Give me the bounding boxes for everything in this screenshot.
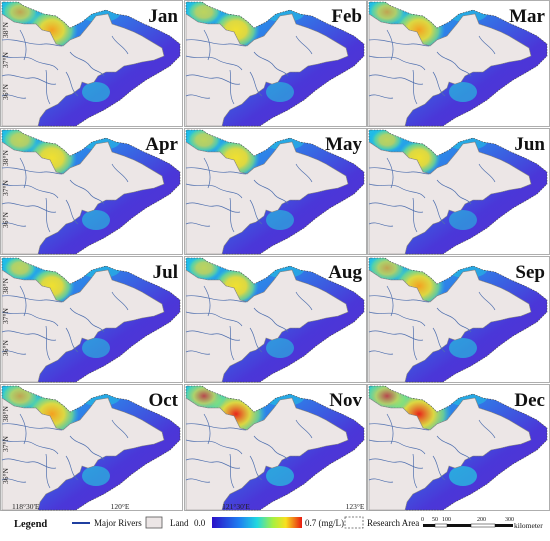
legend-scale-max: 0.7 (mg/L) <box>305 518 344 528</box>
month-label: Apr <box>145 134 178 155</box>
land-area <box>185 13 349 127</box>
lon-ticks: 118°30'E 120°E 121°30'E 123°E <box>12 502 365 511</box>
map-panel-svg: Apr 38°N 37°N 36°N <box>0 128 183 255</box>
map-panel: Apr 38°N 37°N 36°N <box>0 128 183 255</box>
land-area <box>1 13 165 127</box>
major-rivers <box>368 413 496 489</box>
map-panel-svg: Jul 38°N 37°N 36°N <box>0 256 183 383</box>
land-area <box>368 13 532 127</box>
map-panel: Feb <box>184 0 367 127</box>
month-label: Dec <box>514 390 545 411</box>
colorbar <box>212 517 302 528</box>
month-label: May <box>325 134 362 155</box>
major-rivers <box>185 413 313 489</box>
land-area <box>1 269 165 383</box>
major-rivers <box>185 157 313 233</box>
major-rivers <box>1 413 129 489</box>
legend-land-label: Land <box>170 518 189 528</box>
major-rivers <box>1 157 129 233</box>
lat-tick: 37°N <box>1 51 10 67</box>
lon-tick: 123°E <box>346 502 365 511</box>
scalebar-unit: kilometer <box>514 521 543 530</box>
map-panel: Mar <box>367 0 550 127</box>
map-grid: Jan 38°N 37°N 36°N Feb Mar Apr 38°N 37°N 36°N May J… <box>0 0 550 511</box>
scalebar-tick: 200 <box>477 517 486 523</box>
lat-tick: 36°N <box>1 467 10 483</box>
map-panel: Dec <box>367 384 550 511</box>
land-area <box>185 397 349 511</box>
land-area <box>185 141 349 255</box>
map-panel: Nov <box>184 384 367 511</box>
month-label: Jun <box>514 134 545 155</box>
land-area <box>368 269 532 383</box>
map-panel-svg: Dec <box>367 384 550 511</box>
map-panel: Jun <box>367 128 550 255</box>
land-area <box>1 141 165 255</box>
lon-tick: 120°E <box>111 502 130 511</box>
month-label: Oct <box>148 390 178 411</box>
major-rivers <box>368 157 496 233</box>
map-panel-svg: Oct 38°N 37°N 36°N <box>0 384 183 511</box>
scalebar-tick: 100 <box>442 517 451 523</box>
map-panel-svg: Jan 38°N 37°N 36°N <box>0 0 183 127</box>
month-label: Sep <box>515 262 545 283</box>
lon-tick: 121°30'E <box>222 502 250 511</box>
lat-tick: 36°N <box>1 211 10 227</box>
legend-research-label: Research Area <box>367 518 419 528</box>
lat-tick: 36°N <box>1 83 10 99</box>
map-panel-svg: Mar <box>367 0 550 127</box>
month-label: Jan <box>148 6 178 27</box>
lat-tick: 38°N <box>1 277 10 293</box>
month-label: Nov <box>329 390 362 411</box>
month-label: Jul <box>153 262 178 283</box>
land-swatch <box>145 516 163 529</box>
legend-scale-min: 0.0 <box>194 518 206 528</box>
lon-tick: 118°30'E <box>12 502 40 511</box>
lat-tick: 37°N <box>1 307 10 323</box>
legend-svg: Legend Major Rivers Land 0.0 0.7 (mg/L) … <box>14 516 543 530</box>
lat-tick: 38°N <box>1 21 10 37</box>
map-panel: Oct 38°N 37°N 36°N <box>0 384 183 511</box>
map-panel: Jan 38°N 37°N 36°N <box>0 0 183 127</box>
lat-tick: 38°N <box>1 405 10 421</box>
map-panel-svg: Sep <box>367 256 550 383</box>
major-rivers <box>185 29 313 105</box>
scalebar-tick: 300 <box>505 517 514 523</box>
lat-tick: 37°N <box>1 435 10 451</box>
map-panel-svg: Feb <box>184 0 367 127</box>
month-label: Mar <box>509 6 545 27</box>
map-panel: Aug <box>184 256 367 383</box>
land-area <box>368 141 532 255</box>
major-rivers <box>368 285 496 361</box>
month-label: Feb <box>331 6 362 27</box>
map-panel-svg: Jun <box>367 128 550 255</box>
lat-tick: 37°N <box>1 179 10 195</box>
land-area <box>185 269 349 383</box>
legend: Legend Major Rivers Land 0.0 0.7 (mg/L) … <box>0 510 550 536</box>
scalebar-tick: 50 <box>432 517 438 523</box>
major-rivers <box>1 285 129 361</box>
map-panel: Jul 38°N 37°N 36°N <box>0 256 183 383</box>
map-panel: May <box>184 128 367 255</box>
scalebar: 0 50 100 200 300 kilometer <box>421 517 543 530</box>
map-panel-svg: May <box>184 128 367 255</box>
lat-tick: 38°N <box>1 149 10 165</box>
legend-rivers-label: Major Rivers <box>94 518 142 528</box>
major-rivers <box>368 29 496 105</box>
legend-title: Legend <box>14 519 47 530</box>
research-area-swatch <box>344 516 364 529</box>
land-area <box>368 397 532 511</box>
map-panel-svg: Nov <box>184 384 367 511</box>
major-rivers <box>185 285 313 361</box>
major-rivers <box>1 29 129 105</box>
lat-tick: 36°N <box>1 339 10 355</box>
scalebar-tick: 0 <box>421 517 424 523</box>
map-panel: Sep <box>367 256 550 383</box>
month-label: Aug <box>328 262 362 283</box>
map-panel-svg: Aug <box>184 256 367 383</box>
land-area <box>1 397 165 511</box>
